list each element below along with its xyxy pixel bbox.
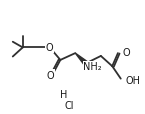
Text: Cl: Cl (64, 100, 74, 110)
Text: O: O (47, 70, 54, 80)
Text: O: O (123, 48, 130, 57)
Polygon shape (75, 54, 88, 65)
Text: NH₂: NH₂ (83, 62, 102, 71)
Text: H: H (60, 89, 67, 99)
Text: O: O (46, 43, 54, 53)
Text: OH: OH (126, 75, 141, 85)
